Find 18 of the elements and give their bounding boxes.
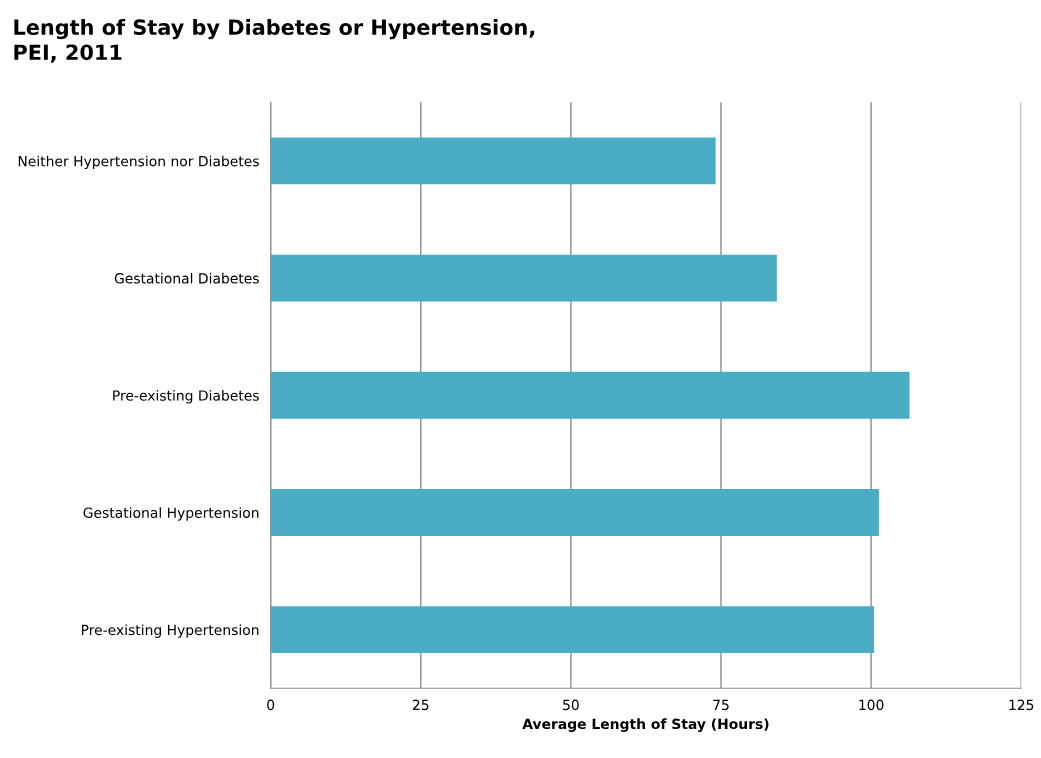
bar [270, 254, 777, 302]
x-axis-title: Average Length of Stay (Hours) [522, 718, 769, 732]
y-tick-label: Pre-existing Hypertension [81, 624, 259, 638]
y-tick-label: Neither Hypertension nor Diabetes [18, 155, 259, 170]
y-tick-label: Pre-existing Diabetes [113, 390, 259, 404]
bar [270, 371, 910, 419]
chart-title: Length of Stay by Diabetes or Hypertension, PEI, 2011 [14, 18, 535, 63]
y-tick-label: Gestational Hypertension [83, 507, 259, 521]
x-tick-label: 75 [713, 699, 729, 711]
x-tick-label: 100 [859, 699, 884, 711]
y-tick-label: Gestational Diabetes [114, 272, 259, 284]
bar [270, 137, 716, 185]
x-tick-label: 25 [412, 699, 429, 711]
x-tick-label: 50 [563, 699, 579, 711]
bar [270, 606, 875, 654]
bar [270, 489, 879, 536]
x-tick-label: 125 [1009, 699, 1034, 711]
x-tick-label: 0 [267, 699, 275, 711]
